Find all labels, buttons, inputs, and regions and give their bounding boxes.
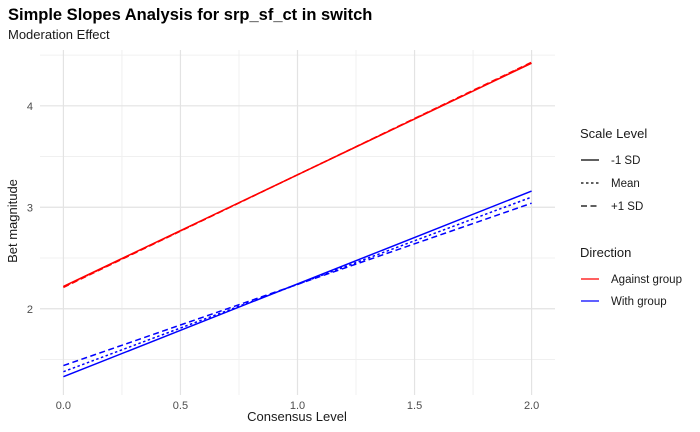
x-tick-label: 0.5 (173, 400, 188, 412)
x-tick-label: 1.0 (290, 400, 305, 412)
x-tick-label: 1.5 (407, 400, 422, 412)
legend-label: Against group (611, 274, 682, 286)
legend-scale-level: Scale Level -1 SD Mean +1 SD (580, 126, 647, 213)
x-axis-ticks: 0.0 0.5 1.0 1.5 2.0 (56, 400, 539, 412)
y-tick-label: 3 (27, 202, 33, 214)
y-axis-title: Bet magnitude (5, 179, 20, 263)
chart-title: Simple Slopes Analysis for srp_sf_ct in … (8, 6, 372, 24)
legend-scale-level-title: Scale Level (580, 126, 647, 141)
plot-series (63, 61, 532, 378)
series-line-with-group-plus-1sd (63, 202, 532, 367)
x-axis-title: Consensus Level (247, 409, 347, 424)
legend-label: -1 SD (611, 155, 640, 167)
legend-label: Mean (611, 178, 640, 190)
legend-label: With group (611, 296, 667, 308)
legend-direction: Direction Against group With group (580, 245, 682, 308)
legend-label: +1 SD (611, 201, 643, 213)
x-tick-label: 2.0 (524, 400, 539, 412)
y-axis-ticks: 2 3 4 (27, 101, 33, 316)
legend-direction-title: Direction (580, 245, 631, 260)
x-tick-label: 0.0 (56, 400, 71, 412)
y-tick-label: 2 (27, 304, 33, 316)
series-line-with-group-mean (63, 196, 532, 373)
chart-subtitle: Moderation Effect (8, 27, 110, 42)
series-line-against-group-plus-1sd (63, 61, 532, 289)
y-tick-label: 4 (27, 101, 33, 113)
